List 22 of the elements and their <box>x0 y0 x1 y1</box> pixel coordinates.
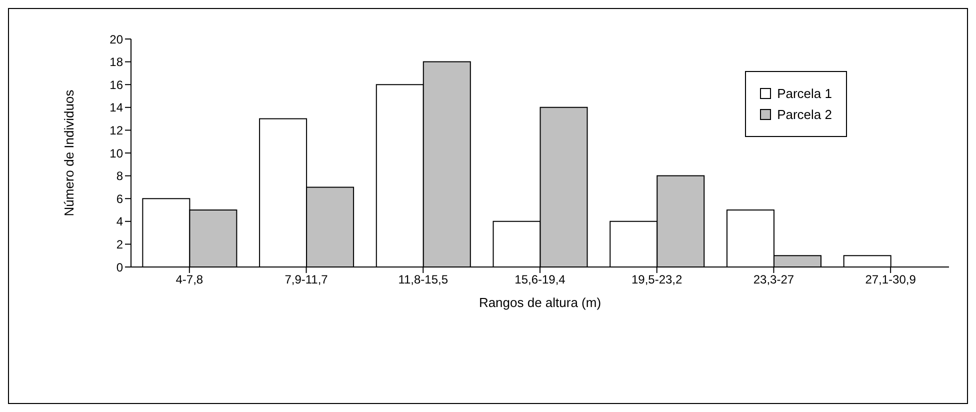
y-tick-label: 6 <box>116 192 124 206</box>
x-tick-label: 15,6-19,4 <box>514 272 566 287</box>
y-tick-label: 10 <box>110 146 124 160</box>
y-tick-label: 4 <box>116 214 124 229</box>
x-tick-label: 11,8-15,5 <box>398 272 448 287</box>
x-tick-label: 27,1-30,9 <box>865 272 916 287</box>
x-tick-label: 7,9-11,7 <box>284 272 328 287</box>
legend-label: Parcela 1 <box>777 86 832 101</box>
y-tick-label: 2 <box>116 237 124 252</box>
y-tick-label: 20 <box>110 32 124 46</box>
x-tick-label: 23,3-27 <box>753 272 794 287</box>
y-tick-label: 14 <box>110 100 124 115</box>
y-tick-label: 0 <box>116 260 124 274</box>
y-axis-title: Número de Individuos <box>62 89 77 216</box>
x-tick-label: 19,5-23,2 <box>632 272 683 287</box>
y-tick-label: 12 <box>110 123 124 138</box>
y-tick-label: 8 <box>116 169 124 184</box>
x-tick-label: 4-7,8 <box>176 272 204 287</box>
x-axis-title: Rangos de altura (m) <box>478 295 602 310</box>
y-tick-label: 18 <box>110 55 124 70</box>
y-tick-label: 16 <box>110 78 124 92</box>
legend-label: Parcela 2 <box>777 107 832 122</box>
